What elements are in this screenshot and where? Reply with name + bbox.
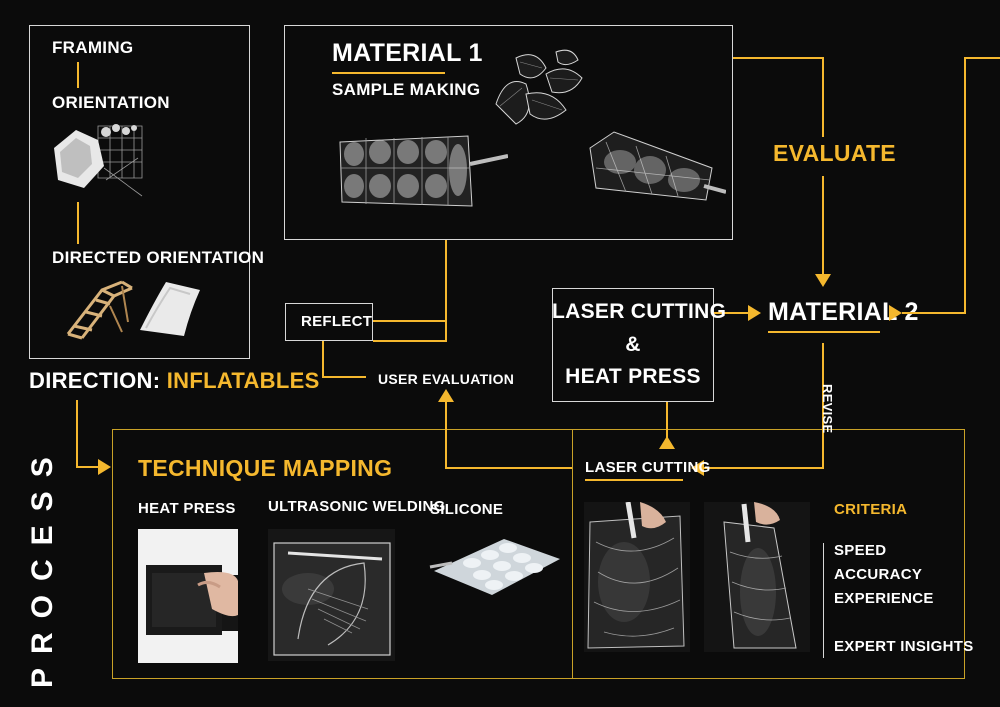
arrow-to-user-evaluation xyxy=(438,389,454,402)
ultrasonic-welding-image xyxy=(268,529,395,661)
reflect-to-user-eval-bottom xyxy=(322,376,366,378)
laser-heat-line1: LASER CUTTING xyxy=(552,300,727,323)
reflect-down xyxy=(322,341,324,378)
framing-label: FRAMING xyxy=(52,38,134,57)
sample-image-folded xyxy=(486,44,596,132)
ultrasonic-welding-label: ULTRASONIC WELDING xyxy=(268,498,446,515)
laser-cutting-to-user-eval-v xyxy=(445,401,447,469)
arrow-to-laser-cutting xyxy=(691,460,704,476)
orientation-label: ORIENTATION xyxy=(52,93,170,112)
evaluate-label: EVALUATE xyxy=(773,140,896,166)
material1-to-evaluate-h xyxy=(733,57,824,59)
sample-image-pillow xyxy=(336,130,508,212)
process-label-wrap: PROCESS xyxy=(18,443,59,690)
framing-connector xyxy=(77,62,79,88)
silicone-image xyxy=(428,529,564,603)
material1-to-evaluate-v1 xyxy=(822,57,824,137)
evaluate-to-material2-v xyxy=(822,176,824,276)
process-label: PROCESS xyxy=(26,443,59,688)
laser-cutting-image-1 xyxy=(584,502,690,652)
criteria-experience: EXPERIENCE xyxy=(834,590,934,607)
reflect-label: REFLECT xyxy=(301,313,373,330)
direction-connector-horizontal xyxy=(76,466,100,468)
laser-heat-to-material2 xyxy=(714,312,752,314)
arrow-to-technique-mapping xyxy=(98,459,111,475)
laser-heat-line3: HEAT PRESS xyxy=(565,365,701,388)
material-1-subtitle: SAMPLE MAKING xyxy=(332,80,481,99)
silicone-label: SILICONE xyxy=(430,501,504,518)
direction-prefix: DIRECTION: xyxy=(29,368,161,393)
laser-heat-to-laser-cutting xyxy=(666,402,668,438)
laser-cutting-underline xyxy=(585,479,683,481)
direction-value: INFLATABLES xyxy=(166,368,320,393)
framing-panel xyxy=(29,25,250,359)
arrow-from-material-2 xyxy=(889,305,902,321)
material-1-underline xyxy=(332,72,445,74)
laser-cutting-to-user-eval-h xyxy=(445,467,572,469)
sample-image-bag xyxy=(586,128,726,206)
revise-line-v xyxy=(822,343,824,469)
directed-orientation-label: DIRECTED ORIENTATION xyxy=(52,248,265,267)
criteria-title: CRITERIA xyxy=(834,501,908,518)
technique-mapping-title: TECHNIQUE MAPPING xyxy=(138,455,393,481)
laser-cutting-title: LASER CUTTING xyxy=(585,459,711,476)
direction-connector-vertical xyxy=(76,400,78,468)
laser-heat-line2: & xyxy=(625,333,641,356)
laser-cutting-image-2 xyxy=(704,502,810,652)
revise-label-wrap: REVISE xyxy=(820,366,849,433)
direction-heading: DIRECTION: INFLATABLES xyxy=(29,368,320,394)
criteria-speed: SPEED xyxy=(834,542,887,559)
orientation-connector xyxy=(77,202,79,244)
material-2-underline xyxy=(768,331,880,333)
material1-to-user-eval xyxy=(445,240,447,342)
directed-orientation-image xyxy=(62,272,212,346)
laser-cutting-panel xyxy=(572,429,965,679)
reflect-to-user-eval-h xyxy=(373,320,447,322)
heat-press-label: HEAT PRESS xyxy=(138,500,236,517)
material-1-title: MATERIAL 1 xyxy=(332,39,483,67)
arrow-laser-heat-to-material2 xyxy=(748,305,761,321)
material2-outgoing-h xyxy=(902,312,966,314)
arrow-to-material-2 xyxy=(815,274,831,287)
reflect-box xyxy=(285,303,373,341)
revise-line-h xyxy=(703,467,824,469)
expert-insights-label: EXPERT INSIGHTS xyxy=(834,638,974,655)
material2-outgoing-top xyxy=(964,57,1000,59)
arrow-to-laser-cutting-label xyxy=(659,436,675,449)
user-evaluation-label: USER EVALUATION xyxy=(378,371,515,387)
criteria-accuracy: ACCURACY xyxy=(834,566,923,583)
criteria-divider xyxy=(823,543,824,658)
material2-outgoing-v xyxy=(964,57,966,314)
orientation-image xyxy=(46,118,146,200)
revise-label: REVISE xyxy=(820,384,835,434)
laser-heat-press-box xyxy=(552,288,714,402)
user-eval-junction-h xyxy=(373,340,447,342)
heat-press-image xyxy=(138,529,238,663)
material-1-panel xyxy=(284,25,733,240)
